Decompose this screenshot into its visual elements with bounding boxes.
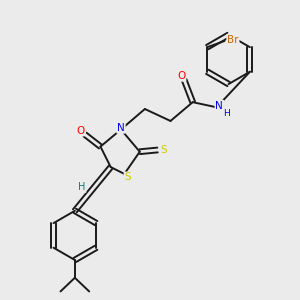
Text: S: S: [160, 145, 167, 155]
Text: O: O: [77, 125, 85, 136]
Text: H: H: [78, 182, 85, 192]
Text: O: O: [177, 71, 186, 81]
Text: N: N: [117, 123, 125, 133]
Text: H: H: [223, 109, 230, 118]
Text: N: N: [215, 100, 223, 111]
Text: S: S: [124, 172, 131, 182]
Text: Br: Br: [227, 35, 238, 45]
